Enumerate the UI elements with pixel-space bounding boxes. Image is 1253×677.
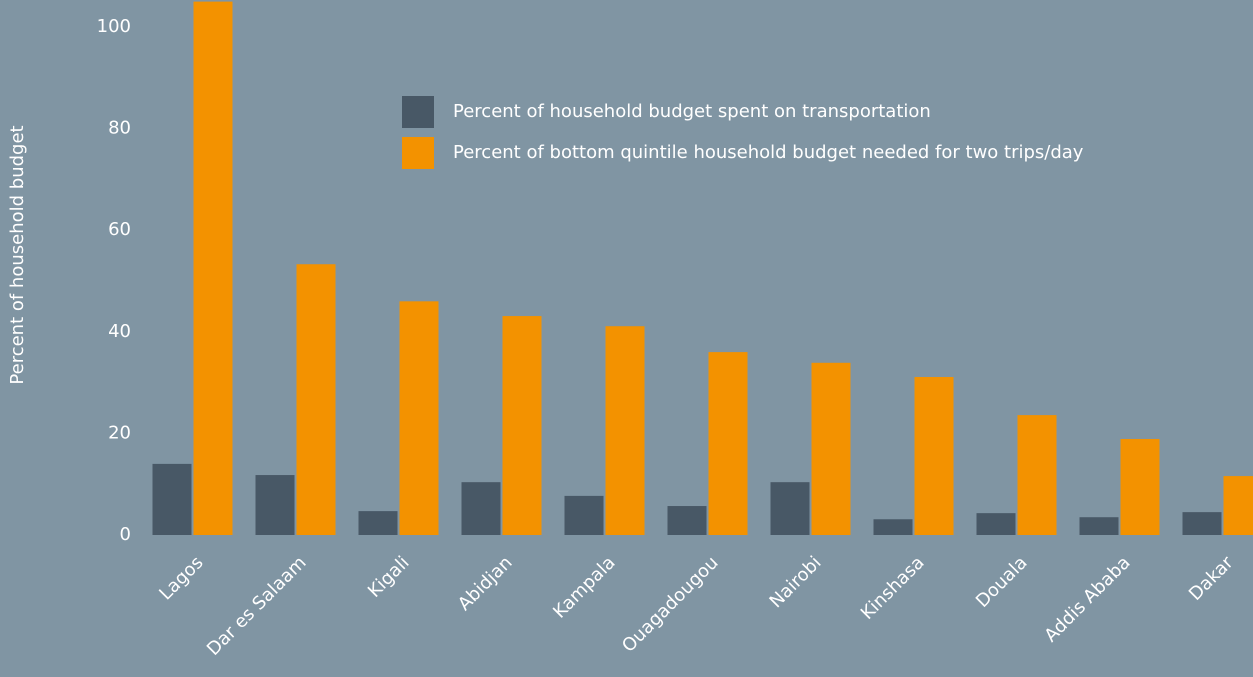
y-tick-label: 40 xyxy=(108,321,131,342)
y-tick-label: 0 xyxy=(120,524,131,545)
bar xyxy=(976,513,1016,535)
bar xyxy=(255,475,295,535)
bar xyxy=(1182,512,1222,535)
bar xyxy=(605,326,645,535)
bar xyxy=(914,377,954,535)
bar xyxy=(461,482,501,535)
legend-label: Percent of bottom quintile household bud… xyxy=(453,142,1084,163)
bar xyxy=(1120,438,1160,535)
y-tick-label: 60 xyxy=(108,219,131,240)
bar xyxy=(1223,476,1253,535)
legend-swatch xyxy=(402,96,434,128)
bar xyxy=(1017,415,1057,535)
bar xyxy=(193,1,233,536)
bar xyxy=(1079,517,1119,535)
bar xyxy=(152,463,192,535)
bar xyxy=(708,352,748,535)
bar xyxy=(399,301,439,535)
y-axis-label: Percent of household budget xyxy=(7,125,28,384)
y-tick-label: 80 xyxy=(108,118,131,139)
legend-label: Percent of household budget spent on tra… xyxy=(453,101,931,122)
bar xyxy=(502,316,542,535)
bar xyxy=(564,495,604,535)
y-tick-label: 20 xyxy=(108,422,131,443)
bar xyxy=(667,506,707,535)
y-tick-label: 100 xyxy=(97,16,131,37)
legend-swatch xyxy=(402,137,434,169)
bar xyxy=(358,511,398,535)
bar xyxy=(296,264,336,535)
bar xyxy=(873,519,913,535)
bar xyxy=(811,362,851,535)
bar xyxy=(770,482,810,535)
